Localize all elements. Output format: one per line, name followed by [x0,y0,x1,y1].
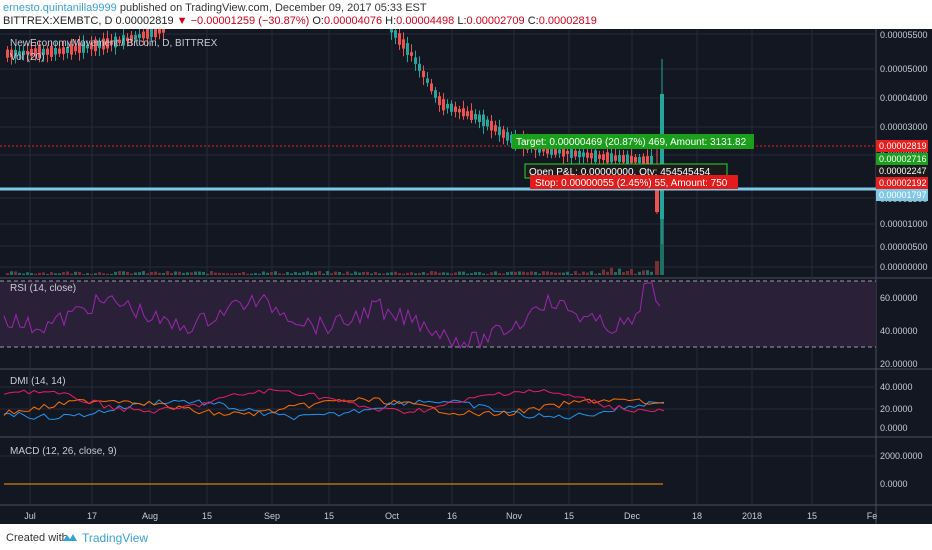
time-axis-tick: 17 [87,511,97,521]
time-axis-tick: 15 [324,511,334,521]
price-tag-bg [876,153,928,165]
tradingview-brand-link[interactable]: TradingView [82,531,149,545]
time-axis-tick: 18 [692,511,702,521]
time-axis-tick: Aug [142,511,158,521]
price-tags: 0.00002819 0.00002716 0.00002247 0.00002192… [876,140,928,201]
down-arrow-icon: ▼ [176,15,188,27]
stop-label: Stop: 0.00000055 (2.45%) 55, Amount: 750 [535,178,728,189]
dmi-axis-tick: 20.0000 [880,404,913,414]
chart-canvas[interactable]: NewEconomyMovement / Bitcoin, D, BITTREX… [0,29,932,524]
publish-info: ernesto.quintanilla9999 published on Tra… [3,2,427,14]
time-axis-tick: Oct [385,511,400,521]
main-pane-title: NewEconomyMovement / Bitcoin, D, BITTREX [10,38,218,49]
high-value: 0.00004498 [396,15,455,27]
last-price: 0.00002819 [115,15,174,27]
time-axis-tick: Jul [24,511,36,521]
rsi-axis-tick: 60.00000 [880,293,918,303]
time-axis[interactable]: Jul 17 Aug 15 Sep 15 Oct 16 Nov 15 Dec 18 2018 15 Fe [24,511,877,521]
symbol-info: BITTREX:XEMBTC, D 0.00002819 ▼ −0.000012… [3,15,597,27]
price-tag: 0.00002716 [879,154,927,164]
footer: Created with TradingView [0,524,932,550]
dmi-axis-tick: 0.0000 [880,423,908,433]
dmi-adx-line[interactable] [3,388,665,414]
open-value: 0.00004076 [323,15,383,27]
price-tag-bg [876,165,928,177]
macd-title: MACD (12, 26, close, 9) [10,446,117,457]
low-value: 0.00002709 [466,15,525,27]
author-link[interactable]: ernesto.quintanilla9999 [3,2,117,14]
stop-label-bg[interactable] [530,175,738,189]
target-label: Target: 0.00000469 (20.87%) 469, Amount:… [516,137,747,148]
time-axis-tick: Fe [867,511,878,521]
time-axis-tick: Sep [264,511,280,521]
volume-histogram [6,209,664,275]
price-tag: 0.00002819 [879,141,927,151]
price-axis-tick: 0.00000500 [880,242,928,252]
change-value: −0.00001259 (−30.87%) [190,15,310,27]
rsi-axis-tick: 40.00000 [880,326,918,336]
rsi-band [0,281,876,347]
time-axis-tick: 2018 [742,511,762,521]
open-label: O: [312,15,324,27]
low-label: L: [457,15,467,27]
close-value: 0.00002819 [538,15,597,27]
price-axis-tick: 0.00005500 [880,30,928,40]
price-tag: 0.00002247 [879,166,927,176]
macd-axis-tick: 0.0000 [880,479,908,489]
price-axis-tick: 0.00004000 [880,93,928,103]
time-axis-tick: 16 [447,511,457,521]
published-text: published on TradingView.com, December 0… [119,2,427,14]
time-axis-tick: Dec [624,511,641,521]
close-label: C: [527,15,539,27]
macd-axis-tick: 2000.0000 [880,451,923,461]
price-axis-tick: 0.00003000 [880,122,928,132]
high-label: H: [385,15,397,27]
price-tag: 0.00001797 [879,190,927,200]
price-tag-bg [876,189,928,201]
volume-title: Vol (20) [10,52,44,63]
price-tag: 0.00002192 [879,178,927,188]
time-axis-tick: 15 [564,511,574,521]
dmi-plus-line[interactable] [3,399,665,421]
time-axis-tick: Nov [506,511,523,521]
price-axis-tick: 0.00005000 [880,64,928,74]
price-tag-bg [876,177,928,189]
dmi-axis-tick: 40.0000 [880,382,913,392]
price-axis-tick: 0.00001000 [880,219,928,229]
dmi-minus-line[interactable] [3,397,665,417]
time-axis-tick: 15 [807,511,817,521]
rsi-axis-tick: 20.00000 [880,359,918,369]
tradingview-logo-icon [63,534,77,541]
created-with-text: Created with [6,532,68,544]
price-axis-tick: 0.00000000 [880,262,928,272]
target-label-bg[interactable] [512,134,754,149]
chart-area[interactable]: NewEconomyMovement / Bitcoin, D, BITTREX… [0,29,932,524]
open-pl-label: Open P&L: 0.00000000, Qty: 454545454 [529,167,711,178]
price-tag-bg [876,140,928,152]
symbol-label: BITTREX:XEMBTC, D [3,15,113,27]
time-axis-tick: 15 [202,511,212,521]
dmi-title: DMI (14, 14) [10,376,66,387]
rsi-line[interactable] [3,282,661,350]
rsi-title: RSI (14, close) [10,283,76,294]
